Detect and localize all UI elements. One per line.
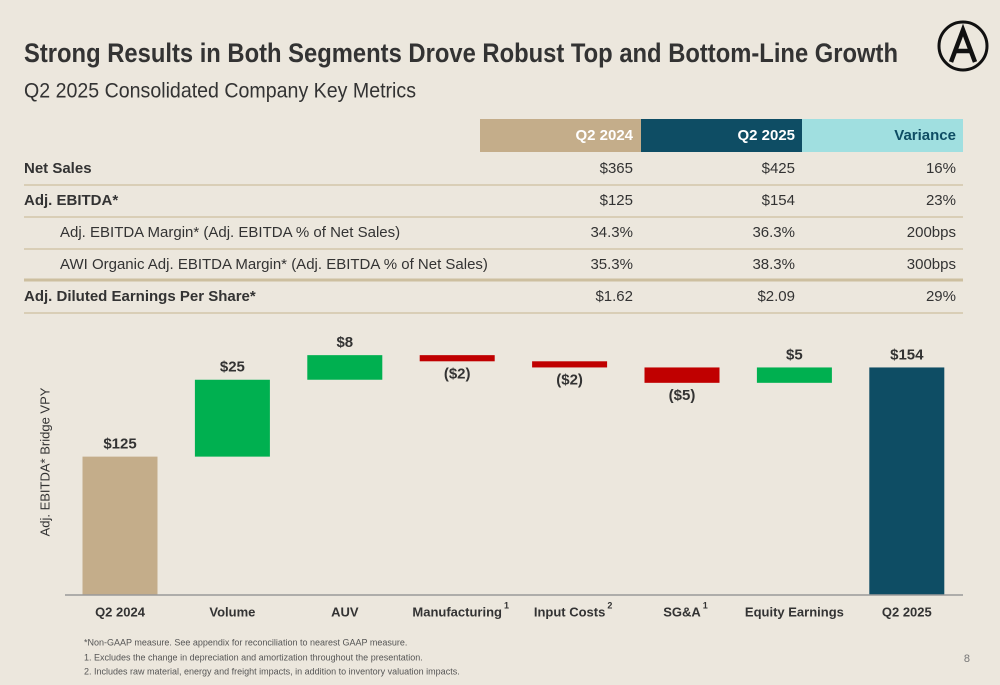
category-note: 2 bbox=[607, 600, 612, 610]
row-label: Adj. EBITDA* bbox=[24, 192, 118, 209]
row-label: Adj. EBITDA Margin* (Adj. EBITDA % of Ne… bbox=[60, 224, 400, 241]
value-label: $125 bbox=[103, 436, 136, 453]
footnote: *Non-GAAP measure. See appendix for reco… bbox=[84, 637, 407, 647]
table-cell: 29% bbox=[926, 288, 956, 305]
table-cell: 200bps bbox=[907, 224, 956, 241]
value-label: $5 bbox=[786, 346, 803, 363]
x-tick-label: Volume bbox=[209, 604, 255, 619]
y-axis-label: Adj. EBITDA* Bridge VPY bbox=[37, 387, 52, 536]
value-label: ($5) bbox=[669, 387, 696, 404]
logo bbox=[937, 20, 989, 72]
table-cell: 36.3% bbox=[752, 224, 795, 241]
col-header-bg bbox=[480, 119, 641, 152]
row-label: Adj. Diluted Earnings Per Share* bbox=[24, 288, 256, 305]
column-header: Q2 2024 bbox=[575, 127, 633, 144]
bar bbox=[644, 367, 720, 383]
x-tick-label: Input Costs bbox=[534, 604, 606, 619]
row-label: AWI Organic Adj. EBITDA Margin* (Adj. EB… bbox=[60, 256, 488, 273]
table-cell: 38.3% bbox=[752, 256, 795, 273]
column-header: Variance bbox=[894, 127, 956, 144]
subtitle: Q2 2025 Consolidated Company Key Metrics bbox=[24, 80, 416, 103]
table-cell: 35.3% bbox=[590, 256, 633, 273]
column-header: Q2 2025 bbox=[737, 127, 795, 144]
value-label: ($2) bbox=[444, 365, 471, 382]
bar bbox=[532, 361, 608, 368]
table-cell: 34.3% bbox=[590, 224, 633, 241]
table-cell: 16% bbox=[926, 160, 956, 177]
bar bbox=[869, 367, 945, 595]
category-note: 1 bbox=[504, 600, 509, 610]
col-header-bg bbox=[641, 119, 802, 152]
row-label: Net Sales bbox=[24, 160, 92, 177]
value-label: $154 bbox=[890, 346, 924, 363]
bar bbox=[756, 367, 832, 383]
category-note: 1 bbox=[703, 600, 708, 610]
x-tick-label: AUV bbox=[331, 604, 359, 619]
table-cell: $2.09 bbox=[757, 288, 795, 305]
bar bbox=[419, 355, 495, 362]
bar bbox=[82, 456, 158, 595]
value-label: $8 bbox=[336, 334, 353, 351]
table-cell: 300bps bbox=[907, 256, 956, 273]
x-tick-label: Q2 2024 bbox=[95, 604, 146, 619]
footnote: 1. Excludes the change in depreciation a… bbox=[84, 652, 423, 662]
table-cell: $154 bbox=[762, 192, 795, 209]
x-tick-label: Manufacturing bbox=[412, 604, 502, 619]
x-tick-label: Q2 2025 bbox=[882, 604, 932, 619]
page-number: 8 bbox=[964, 653, 970, 665]
bar bbox=[194, 379, 270, 457]
table-cell: $125 bbox=[600, 192, 633, 209]
x-tick-label: SG&A bbox=[663, 604, 701, 619]
x-tick-label: Equity Earnings bbox=[745, 604, 844, 619]
table-cell: $1.62 bbox=[595, 288, 633, 305]
bar bbox=[307, 355, 383, 380]
title: Strong Results in Both Segments Drove Ro… bbox=[24, 38, 898, 68]
value-label: ($2) bbox=[556, 371, 583, 388]
table-cell: 23% bbox=[926, 192, 956, 209]
footnote: 2. Includes raw material, energy and fre… bbox=[84, 666, 460, 676]
table-cell: $425 bbox=[762, 160, 795, 177]
col-header-bg bbox=[802, 119, 963, 152]
value-label: $25 bbox=[220, 359, 245, 376]
table-cell: $365 bbox=[600, 160, 633, 177]
